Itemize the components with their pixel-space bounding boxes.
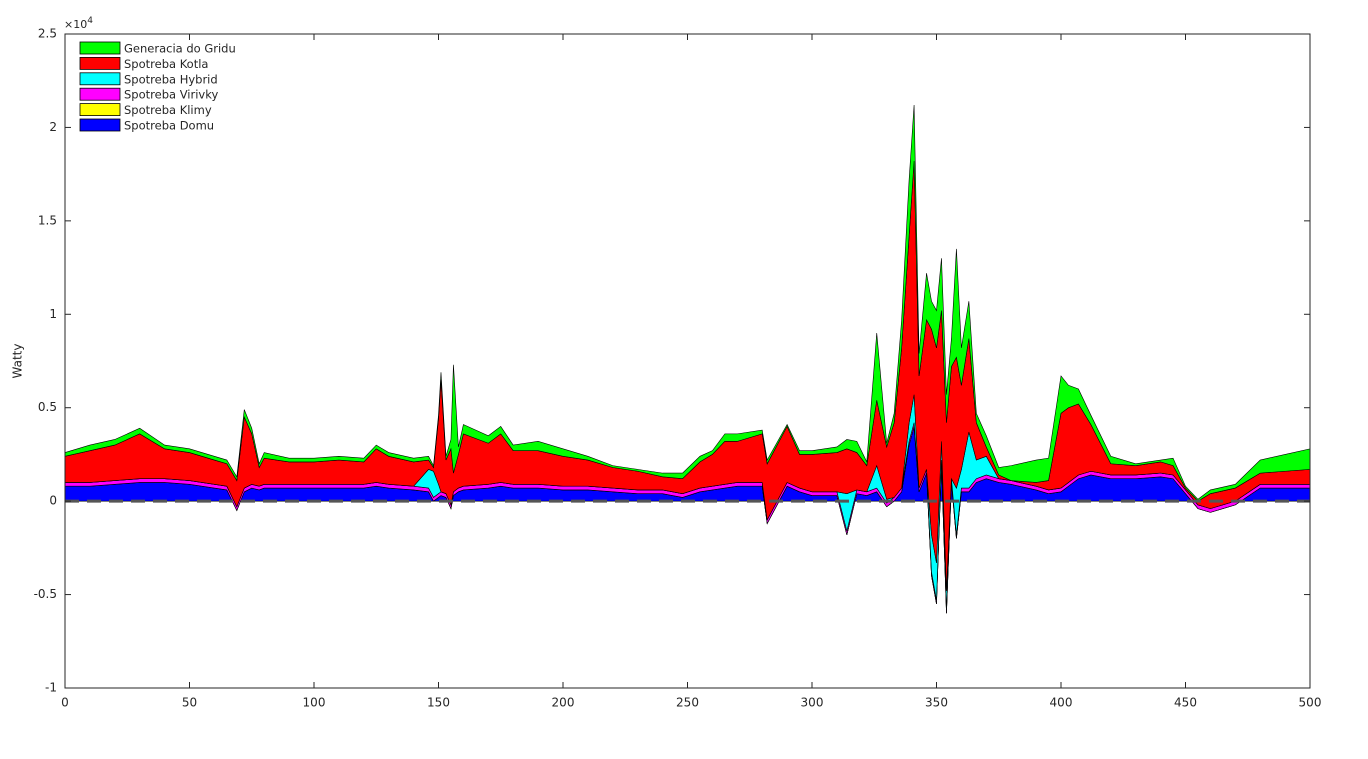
legend-label: Generacia do Gridu [124,42,236,56]
y-tick-label: 0 [49,494,57,508]
legend-swatch [79,87,121,101]
legend-swatch [79,41,121,55]
x-tick-label: 500 [1299,696,1322,710]
y-tick-label: 1.5 [38,213,57,227]
x-tick-label: 450 [1174,696,1197,710]
x-tick-label: 400 [1050,696,1073,710]
x-tick-label: 150 [427,696,450,710]
x-tick-label: 250 [676,696,699,710]
legend-swatch [79,57,121,70]
legend-swatch [79,72,121,86]
x-tick-label: 300 [801,696,824,710]
y-tick-label: -1 [45,681,57,695]
y-scale-base: ×10 [64,18,87,31]
y-scale-factor: ×104 [64,16,93,32]
legend-label: Spotreba Kotla [124,57,208,71]
legend-label: Spotreba Domu [124,119,214,133]
y-tick-label: 2.5 [38,27,57,41]
x-tick-label: 350 [925,696,948,710]
x-tick-label: 0 [61,696,69,710]
legend-label: Spotreba Virivky [124,88,218,102]
y-tick-label: 0.5 [38,400,57,414]
legend-label: Spotreba Klimy [124,103,212,117]
legend-label: Spotreba Hybrid [124,72,218,86]
legend-swatch [79,103,121,116]
y-axis-label: Watty [11,344,25,379]
y-tick-label: -0.5 [34,587,57,601]
y-tick-label: 2 [49,120,57,134]
y-tick-label: 1 [49,307,57,321]
x-tick-label: 100 [303,696,326,710]
x-tick-label: 50 [182,696,197,710]
y-scale-exponent: 4 [87,16,93,26]
legend-swatch [79,118,121,132]
x-tick-label: 200 [552,696,575,710]
